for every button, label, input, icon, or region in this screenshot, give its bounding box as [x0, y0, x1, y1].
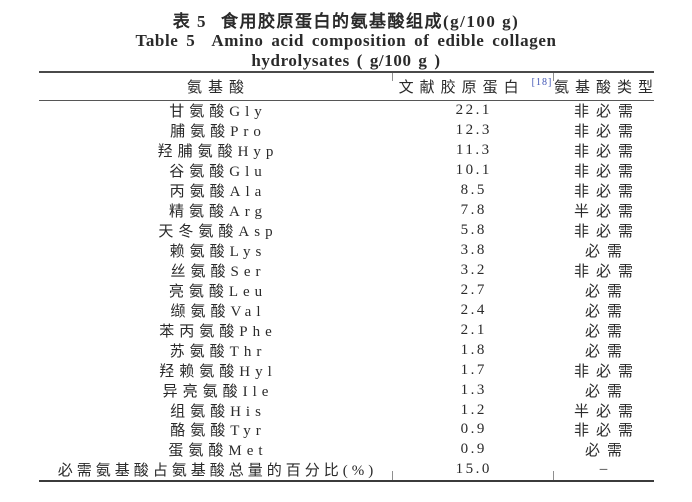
amino-acid-value: 22.1 — [455, 102, 492, 119]
amino-acid-value: 2.1 — [460, 321, 487, 338]
table-number-en: Table 5 — [135, 31, 196, 50]
amino-acid-type: 必需 — [584, 323, 629, 340]
table-row: 亮氨酸Leu 2.7 必需 — [39, 280, 654, 300]
table-header-row: 氨基酸 文献胶原蛋白 [18] 氨基酸类型 — [39, 73, 654, 101]
table-title-zh: 表 5 食用胶原蛋白的氨基酸组成(g/100 g) — [0, 7, 692, 32]
table-row: 天冬氨酸Asp 5.8 非必需 — [39, 221, 654, 241]
amino-acid-name: 苏氨酸Thr — [169, 343, 267, 360]
amino-acid-name: 蛋氨酸Met — [168, 443, 268, 460]
header-amino-acid-type: 氨基酸类型 — [554, 80, 660, 96]
amino-acid-value: 3.2 — [460, 261, 487, 278]
amino-acid-type: 非必需 — [573, 144, 640, 161]
amino-acid-type: 非必需 — [573, 224, 640, 241]
amino-acid-table: 氨基酸 文献胶原蛋白 [18] 氨基酸类型 甘氨酸Gly 22.1 非必需 脯氨酸… — [39, 71, 654, 482]
table-row: 苏氨酸Thr 1.8 必需 — [39, 340, 654, 360]
amino-acid-type: 非必需 — [573, 164, 640, 181]
amino-acid-type: 半必需 — [573, 204, 640, 221]
table-row: 丝氨酸Ser 3.2 非必需 — [39, 261, 654, 281]
amino-acid-type: 必需 — [584, 303, 629, 320]
table-row: 脯氨酸Pro 12.3 非必需 — [39, 121, 654, 141]
column-border-tick — [392, 73, 393, 81]
citation-ref-18[interactable]: [18] — [531, 76, 553, 88]
table-row: 精氨酸Arg 7.8 半必需 — [39, 201, 654, 221]
amino-acid-type: 非必需 — [573, 363, 640, 380]
amino-acid-type: – — [599, 461, 615, 478]
table-title-en-line2: hydrolysates ( g/100 g ) — [251, 51, 441, 70]
amino-acid-type: 必需 — [584, 283, 629, 300]
amino-acid-value: 11.3 — [455, 142, 492, 159]
table-row: 组氨酸His 1.2 半必需 — [39, 400, 654, 420]
table-row: 谷氨酸Glu 10.1 非必需 — [39, 161, 654, 181]
amino-acid-type: 必需 — [584, 244, 629, 261]
table-row: 丙氨酸Ala 8.5 非必需 — [39, 181, 654, 201]
table-row: 羟脯氨酸Hyp 11.3 非必需 — [39, 141, 654, 161]
table-row: 缬氨酸Val 2.4 必需 — [39, 300, 654, 320]
amino-acid-name: 赖氨酸Lys — [169, 244, 267, 261]
amino-acid-value: 0.9 — [460, 441, 487, 458]
amino-acid-value: 1.3 — [460, 381, 487, 398]
amino-acid-name: 必需氨基酸占氨基酸总量的百分比(%) — [57, 463, 378, 480]
amino-acid-type: 半必需 — [573, 403, 640, 420]
column-border-tick — [553, 470, 554, 480]
column-border-tick — [553, 73, 554, 81]
amino-acid-value: 1.7 — [460, 361, 487, 378]
amino-acid-name: 缬氨酸Val — [170, 303, 266, 320]
amino-acid-name: 羟脯氨酸Hyp — [157, 144, 279, 161]
table-row: 苯丙氨酸Phe 2.1 必需 — [39, 320, 654, 340]
amino-acid-name: 天冬氨酸Asp — [158, 224, 278, 241]
amino-acid-name: 组氨酸His — [170, 403, 266, 420]
amino-acid-type: 必需 — [584, 383, 629, 400]
table-title-en-line1: Table 5 Amino acid composition of edible … — [0, 31, 692, 51]
column-border-tick — [392, 470, 393, 480]
amino-acid-name: 酪氨酸Tyr — [170, 423, 266, 440]
table-row: 羟赖氨酸Hyl 1.7 非必需 — [39, 360, 654, 380]
amino-acid-type: 非必需 — [573, 184, 640, 201]
amino-acid-value: 15.0 — [455, 461, 492, 478]
amino-acid-type: 必需 — [584, 343, 629, 360]
amino-acid-name: 丝氨酸Ser — [170, 263, 266, 280]
table-body: 甘氨酸Gly 22.1 非必需 脯氨酸Pro 12.3 非必需 羟脯氨酸Hyp … — [39, 101, 654, 480]
amino-acid-name: 羟赖氨酸Hyl — [159, 363, 277, 380]
table-caption-en: Amino acid composition of edible collage… — [211, 31, 557, 50]
table-row: 必需氨基酸占氨基酸总量的百分比(%) 15.0 – — [39, 460, 654, 480]
amino-acid-name: 亮氨酸Leu — [168, 283, 268, 300]
amino-acid-type: 非必需 — [573, 263, 640, 280]
table-row: 蛋氨酸Met 0.9 必需 — [39, 440, 654, 460]
amino-acid-name: 异亮氨酸Ile — [162, 383, 274, 400]
table-row: 酪氨酸Tyr 0.9 非必需 — [39, 420, 654, 440]
amino-acid-value: 8.5 — [460, 182, 487, 199]
amino-acid-value: 10.1 — [455, 162, 492, 179]
amino-acid-type: 必需 — [584, 443, 629, 460]
amino-acid-type: 非必需 — [573, 104, 640, 121]
amino-acid-name: 精氨酸Arg — [168, 204, 268, 221]
amino-acid-name: 丙氨酸Ala — [169, 184, 267, 201]
amino-acid-name: 脯氨酸Pro — [170, 124, 266, 141]
header-amino-acid: 氨基酸 — [186, 80, 250, 96]
amino-acid-name: 苯丙氨酸Phe — [159, 323, 277, 340]
amino-acid-value: 2.7 — [460, 281, 487, 298]
amino-acid-value: 7.8 — [460, 202, 487, 219]
amino-acid-value: 5.8 — [460, 222, 487, 239]
amino-acid-type: 非必需 — [573, 124, 640, 141]
amino-acid-value: 1.2 — [460, 401, 487, 418]
table-row: 甘氨酸Gly 22.1 非必需 — [39, 101, 654, 121]
amino-acid-value: 2.4 — [460, 301, 487, 318]
amino-acid-value: 3.8 — [460, 242, 487, 259]
table-row: 赖氨酸Lys 3.8 必需 — [39, 241, 654, 261]
amino-acid-type: 非必需 — [573, 423, 640, 440]
amino-acid-name: 谷氨酸Glu — [169, 164, 267, 181]
table-row: 异亮氨酸Ile 1.3 必需 — [39, 380, 654, 400]
amino-acid-value: 1.8 — [460, 341, 487, 358]
table-caption-zh: 食用胶原蛋白的氨基酸组成(g/100 g) — [220, 12, 520, 31]
header-literature-collagen-label: 文献胶原蛋白 — [398, 80, 525, 96]
header-literature-collagen: 文献胶原蛋白 [18] — [392, 76, 553, 97]
amino-acid-name: 甘氨酸Gly — [169, 104, 267, 121]
amino-acid-value: 0.9 — [460, 421, 487, 438]
amino-acid-value: 12.3 — [455, 122, 492, 139]
table-number-zh: 表 5 — [172, 12, 207, 31]
